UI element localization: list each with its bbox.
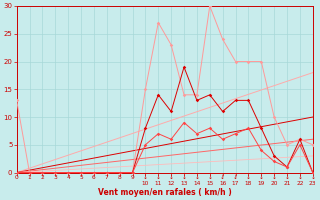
- X-axis label: Vent moyen/en rafales ( km/h ): Vent moyen/en rafales ( km/h ): [98, 188, 232, 197]
